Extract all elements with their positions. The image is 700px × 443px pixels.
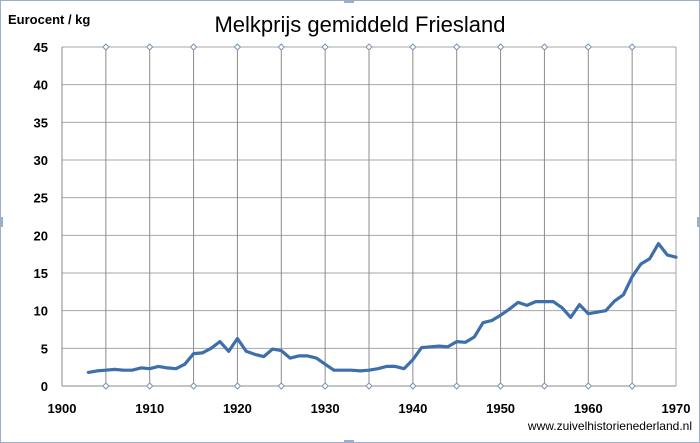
y-tick-label: 25	[34, 191, 48, 206]
gridline-marker	[409, 382, 417, 390]
gridline-marker	[233, 382, 242, 390]
x-tick-label: 1950	[486, 401, 515, 416]
x-tick-label: 1970	[662, 401, 691, 416]
gridline-marker	[146, 43, 154, 51]
gridline-marker	[189, 382, 198, 390]
x-tick-label: 1910	[135, 401, 164, 416]
y-tick-label: 40	[34, 78, 48, 93]
gridline-marker	[189, 43, 198, 51]
gridline-marker	[584, 43, 592, 51]
gridline-marker	[233, 43, 242, 51]
gridline-marker	[321, 43, 329, 51]
y-tick-label: 0	[41, 379, 48, 394]
gridline-marker	[277, 43, 285, 51]
gridline-marker	[102, 43, 110, 51]
gridline-marker	[146, 382, 154, 390]
source-note: www.zuivelhistorienederland.nl	[527, 419, 692, 433]
gridline-marker	[453, 43, 461, 51]
x-tick-label: 1920	[223, 401, 252, 416]
gridline-marker	[540, 382, 549, 390]
gridline-marker	[453, 382, 461, 390]
gridline-marker	[277, 382, 285, 390]
gridline-marker	[628, 43, 636, 51]
y-tick-label: 20	[34, 228, 48, 243]
gridline-marker	[496, 382, 505, 390]
x-tick-label: 1930	[311, 401, 340, 416]
resize-handle-top[interactable]	[344, 0, 354, 3]
gridline-marker	[365, 43, 373, 51]
gridline-marker	[584, 382, 592, 390]
gridline-marker	[321, 382, 329, 390]
x-tick-label: 1900	[48, 401, 77, 416]
gridline-marker	[540, 43, 549, 51]
x-tick-label: 1940	[398, 401, 427, 416]
gridline-marker	[102, 382, 110, 390]
resize-handle-bottom[interactable]	[344, 440, 354, 443]
resize-handle-right[interactable]	[697, 217, 700, 227]
resize-handle-left[interactable]	[0, 217, 3, 227]
y-tick-label: 5	[41, 341, 48, 356]
gridline-marker	[409, 43, 417, 51]
y-tick-label: 30	[34, 153, 48, 168]
gridline-marker	[628, 382, 636, 390]
plot-area: 0 5 10 15 20 25 30 35 40 45 1900 1910 1920 1930 1940 19…	[34, 40, 691, 416]
gridline-marker	[365, 382, 373, 390]
x-tick-label: 1960	[574, 401, 603, 416]
y-tick-label: 35	[34, 115, 48, 130]
y-tick-label: 45	[34, 40, 48, 55]
series-line	[86, 242, 678, 374]
y-tick-label: 15	[34, 266, 48, 281]
y-axis-label: Eurocent / kg	[8, 12, 90, 27]
chart-title: Melkprijs gemiddeld Friesland	[214, 12, 505, 37]
gridline-marker	[496, 43, 505, 51]
y-tick-label: 10	[34, 304, 48, 319]
